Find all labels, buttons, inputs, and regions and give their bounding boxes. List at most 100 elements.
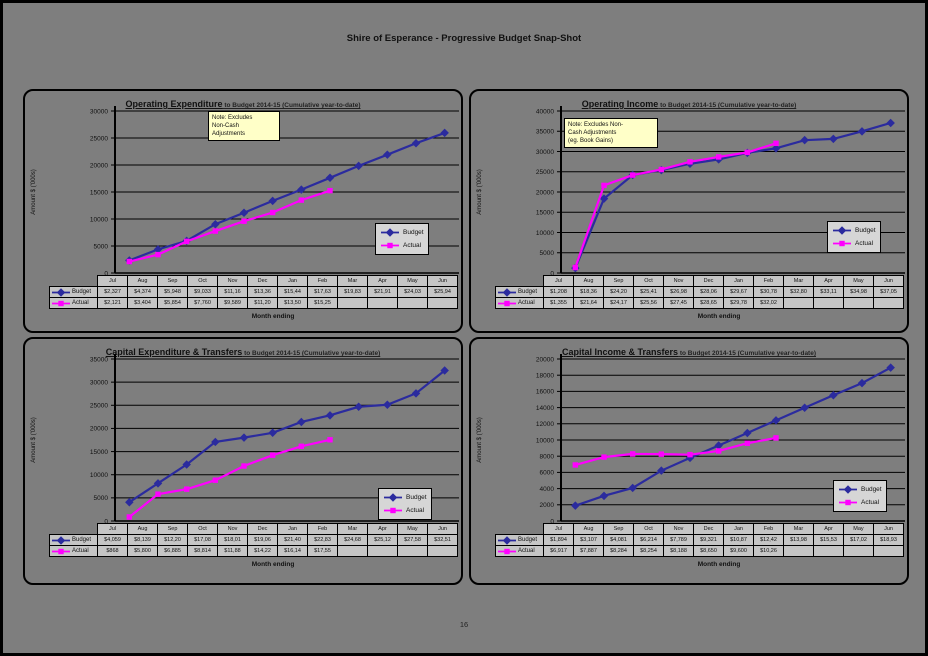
actual-row: Actual $6,917 $7,887 $8,284 $8,254 $8,188 $8,6… (495, 545, 904, 557)
series-label-cell: Actual (49, 545, 98, 557)
month-header-cell: Aug (573, 275, 604, 287)
month-header-cell: May (397, 523, 428, 535)
svg-text:10000: 10000 (90, 216, 108, 223)
month-header-cell: Dec (693, 523, 724, 535)
svg-text:10000: 10000 (90, 472, 108, 479)
actual-series (572, 140, 779, 271)
svg-text:15000: 15000 (536, 210, 554, 217)
actual-series (126, 187, 333, 265)
svg-text:12000: 12000 (536, 421, 554, 428)
actual-series-icon (833, 240, 851, 247)
legend-label: Actual (406, 507, 425, 514)
value-cell: $13,98 (783, 534, 814, 546)
svg-text:25000: 25000 (90, 403, 108, 410)
y-axis-title: Amount $ ('000s) (477, 417, 483, 463)
month-header-cell: Feb (753, 275, 784, 287)
series-label: Budget (72, 289, 92, 295)
legend-label: Actual (403, 242, 422, 249)
value-cell: $8,284 (603, 545, 634, 557)
month-header-cell: May (843, 523, 874, 535)
value-cell: $8,814 (187, 545, 218, 557)
budget-series-icon (498, 535, 516, 545)
month-header-cell: Dec (693, 275, 724, 287)
actual-series-icon (384, 507, 402, 514)
value-cell: $3,404 (127, 297, 158, 309)
x-axis-title: Month ending (251, 313, 295, 320)
value-cell: $32,80 (783, 286, 814, 298)
value-cell: $29,67 (723, 286, 754, 298)
svg-text:5000: 5000 (540, 250, 555, 257)
actual-series (126, 437, 333, 520)
month-header-cell: Apr (367, 275, 398, 287)
value-cell: $9,589 (217, 297, 248, 309)
month-header-cell: Nov (663, 275, 694, 287)
legend-item-budget: Budget (832, 224, 876, 237)
value-cell: $18,01 (217, 534, 248, 546)
value-cell: $26,98 (663, 286, 694, 298)
budget-series-icon (381, 228, 399, 237)
value-cell (813, 545, 844, 557)
chart-title-sub: to Budget 2014-15 (Cumulative year-to-da… (242, 350, 381, 357)
legend-label: Budget (406, 494, 427, 501)
chart-panel-capital-income-transfers: Capital Income & Transfers to Budget 201… (469, 337, 909, 585)
chart-panel-capital-expenditure-transfers: Capital Expenditure & Transfers to Budge… (23, 337, 463, 585)
value-cell: $3,107 (573, 534, 604, 546)
value-cell: $11,88 (217, 545, 248, 557)
y-axis: 0 5000 10000 15000 20000 25000 30000 (90, 106, 116, 277)
value-cell: $34,98 (843, 286, 874, 298)
actual-series-icon (839, 499, 857, 506)
y-axis-title: Amount $ ('000s) (477, 169, 483, 215)
month-header-row: Jul Aug Sep Oct Nov Dec Jan Feb Mar Apr May Jun (496, 523, 904, 535)
month-header-cell: Nov (663, 523, 694, 535)
month-header-cell: Apr (813, 275, 844, 287)
value-cell: $28,06 (693, 286, 724, 298)
value-cell: $6,885 (157, 545, 188, 557)
svg-text:8000: 8000 (540, 454, 555, 461)
value-cell: $5,854 (157, 297, 188, 309)
series-label-cell: Budget (495, 286, 544, 298)
actual-row: Actual $868 $5,800 $6,885 $8,814 $11,88 $14,22… (49, 545, 458, 557)
month-header-cell: Sep (157, 275, 188, 287)
page-number: 16 (459, 620, 469, 629)
chart-legend: Budget Actual (375, 223, 429, 255)
y-axis: 0 5000 10000 15000 20000 25000 30000 35000 (90, 354, 116, 525)
value-cell (337, 297, 368, 309)
month-header-row: Jul Aug Sep Oct Nov Dec Jan Feb Mar Apr May Jun (50, 523, 458, 535)
value-cell: $1,355 (543, 297, 574, 309)
value-cell (397, 297, 428, 309)
actual-series-icon (381, 242, 399, 249)
month-header-cell: Oct (187, 523, 218, 535)
value-cell (813, 297, 844, 309)
value-cell: $11,20 (247, 297, 278, 309)
actual-row: Actual $2,121 $3,404 $5,854 $7,760 $9,589 $11,… (49, 297, 458, 309)
value-cell: $11,16 (217, 286, 248, 298)
value-cell: $4,059 (97, 534, 128, 546)
page-title: Shire of Esperance - Progressive Budget … (346, 33, 582, 44)
month-header-cell: Jun (427, 523, 458, 535)
value-cell: $27,45 (663, 297, 694, 309)
svg-text:35000: 35000 (90, 356, 108, 363)
series-label-cell: Actual (495, 545, 544, 557)
budget-row: Budget $2,327 $4,374 $5,948 $9,033 $11,16 $13,… (49, 286, 458, 298)
series-label: Actual (518, 548, 535, 554)
actual-series-icon (52, 548, 70, 554)
value-cell: $9,033 (187, 286, 218, 298)
series-label: Budget (72, 537, 92, 543)
month-header-cell: Mar (337, 523, 368, 535)
legend-item-actual: Actual (832, 237, 876, 250)
svg-text:25000: 25000 (536, 169, 554, 176)
chart-plot: 0 5000 10000 15000 20000 25000 30000 Amount $ (… (31, 106, 459, 277)
series-label-cell: Budget (495, 534, 544, 546)
value-cell (337, 545, 368, 557)
month-header-cell: Jan (277, 275, 308, 287)
legend-label: Budget (861, 486, 882, 493)
value-cell: $14,22 (247, 545, 278, 557)
value-cell: $8,254 (633, 545, 664, 557)
series-label-cell: Budget (49, 286, 98, 298)
chart-title-sub: to Budget 2014-15 (Cumulative year-to-da… (678, 350, 817, 357)
y-axis: 0 5000 10000 15000 20000 25000 30000 35000 40000 (536, 106, 562, 277)
chart-legend: Budget Actual (833, 480, 887, 512)
value-cell: $37,05 (873, 286, 904, 298)
svg-text:5000: 5000 (94, 495, 109, 502)
